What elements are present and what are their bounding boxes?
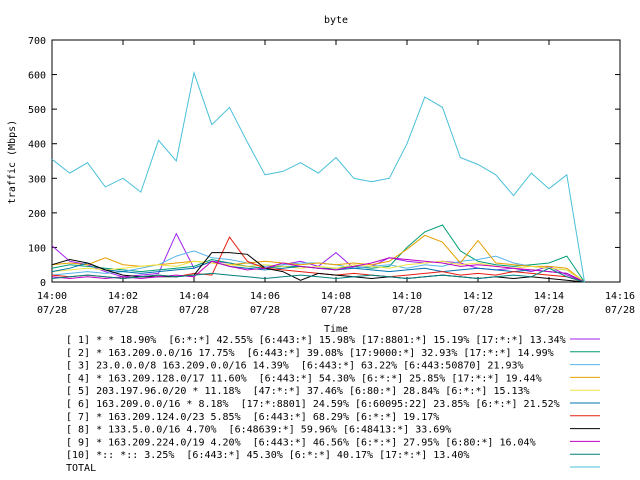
legend: [ 1] * * 18.90% [6:*:*] 42.55% [6:443:*]… xyxy=(66,335,600,474)
x-tick-label-time: 14:00 xyxy=(37,291,67,302)
x-tick-label-date: 07/28 xyxy=(321,305,351,316)
y-tick-label: 600 xyxy=(28,71,46,82)
x-tick-label-time: 14:04 xyxy=(179,291,209,302)
x-tick-label-time: 14:10 xyxy=(392,291,422,302)
y-tick-label: 700 xyxy=(28,36,46,47)
y-tick-label: 300 xyxy=(28,174,46,185)
x-tick-label-time: 14:08 xyxy=(321,291,351,302)
x-tick-label-date: 07/28 xyxy=(534,305,564,316)
series-line-10 xyxy=(51,267,585,283)
x-tick-label-date: 07/28 xyxy=(463,305,493,316)
x-tick-label-date: 07/28 xyxy=(37,305,67,316)
legend-entry: [ 8] * 133.5.0.0/16 4.70% [6:48639:*] 59… xyxy=(66,425,451,436)
legend-entry: [ 2] * 163.209.0.0/16 17.75% [6:443:*] 3… xyxy=(66,348,554,359)
y-axis-ticks: 0 100 200 300 400 500 600 700 xyxy=(28,36,620,289)
y-tick-label: 0 xyxy=(40,278,46,289)
x-tick-label-time: 14:12 xyxy=(463,291,493,302)
series-lines xyxy=(51,70,585,283)
x-tick-label-date: 07/28 xyxy=(605,305,635,316)
y-tick-label: 200 xyxy=(28,209,46,220)
x-tick-label-date: 07/28 xyxy=(392,305,422,316)
x-tick-label-time: 14:16 xyxy=(605,291,635,302)
legend-entry: [ 9] * 163.209.224.0/19 4.20% [6:443:*] … xyxy=(66,437,536,448)
x-axis-label: Time xyxy=(324,324,348,335)
x-axis-ticks: 14:00 07/28 14:02 07/28 14:04 07/28 14:06 07/28… xyxy=(37,40,635,316)
x-tick-label-date: 07/28 xyxy=(250,305,280,316)
legend-entry: [ 7] * 163.209.124.0/23 5.85% [6:443:*] … xyxy=(66,412,439,423)
legend-entry: [10] *:: *:: 3.25% [6:443:*] 45.30% [6:*… xyxy=(66,450,469,461)
x-tick-label-time: 14:06 xyxy=(250,291,280,302)
x-tick-label-date: 07/28 xyxy=(179,305,209,316)
y-tick-label: 100 xyxy=(28,243,46,254)
legend-entry: TOTAL xyxy=(66,463,96,474)
series-line-11 xyxy=(51,70,585,283)
plot-frame xyxy=(51,39,621,283)
series-line-6 xyxy=(51,260,585,283)
x-tick-label-time: 14:02 xyxy=(108,291,138,302)
legend-entry: [ 4] * 163.209.128.0/17 11.60% [6:443:*]… xyxy=(66,373,542,384)
series-line-1 xyxy=(51,232,585,283)
y-tick-label: 400 xyxy=(28,140,46,151)
chart-title: byte xyxy=(324,15,348,26)
y-axis-label: traffic (Mbps) xyxy=(7,120,18,204)
series-line-4 xyxy=(51,234,585,283)
legend-entry: [ 3] 23.0.0.0/8 163.209.0.0/16 14.39% [6… xyxy=(66,361,524,372)
legend-entry: [ 6] 163.209.0.0/16 * 8.18% [17:*:8801] … xyxy=(66,399,560,410)
x-tick-label-time: 14:14 xyxy=(534,291,564,302)
legend-entry: [ 5] 203.197.96.0/20 * 11.18% [47:*:*] 3… xyxy=(66,386,530,397)
x-tick-label-date: 07/28 xyxy=(108,305,138,316)
y-tick-label: 500 xyxy=(28,105,46,116)
series-line-5 xyxy=(51,260,585,283)
series-line-9 xyxy=(51,257,585,283)
legend-entry: [ 1] * * 18.90% [6:*:*] 42.55% [6:443:*]… xyxy=(66,335,566,346)
